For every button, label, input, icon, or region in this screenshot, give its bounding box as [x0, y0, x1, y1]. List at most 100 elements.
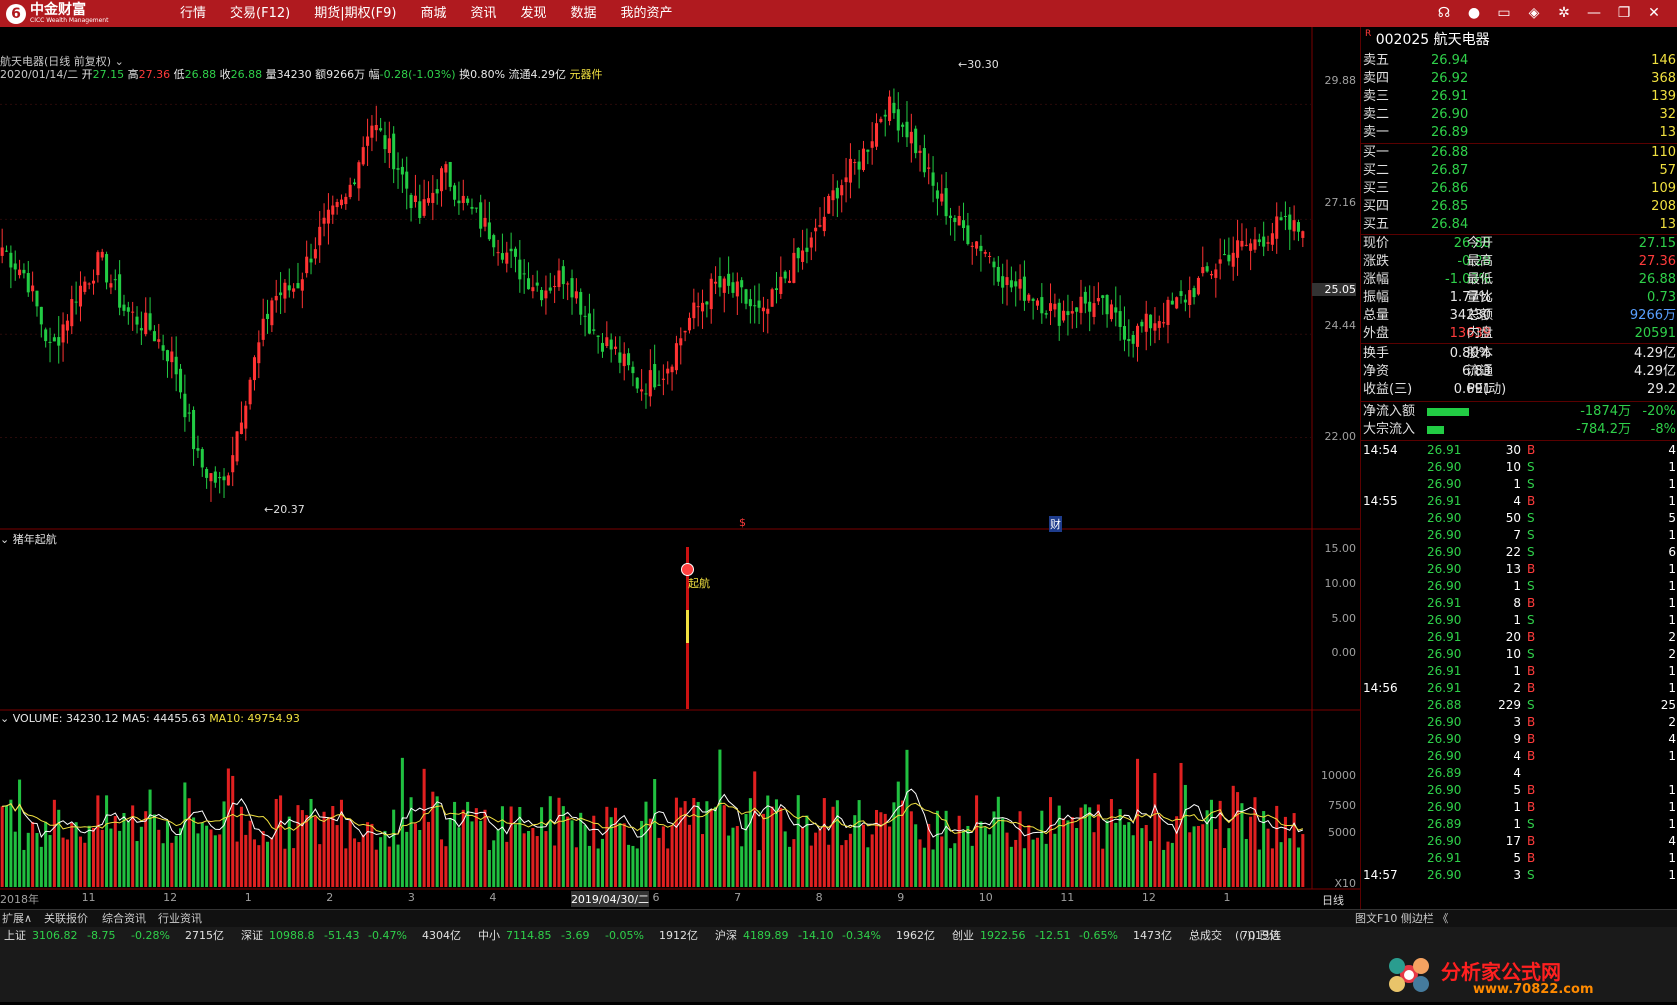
- signal-icon: [681, 563, 694, 576]
- chart-area[interactable]: 航天电器(日线 前复权) ⌄ 2020/01/14/二 开27.15 高27.3…: [0, 27, 1360, 909]
- stat-row[interactable]: 振幅 1.77% 量比 0.73: [1361, 289, 1677, 307]
- indicator-label: ⌄ 猪年起航: [0, 533, 57, 546]
- stock-title[interactable]: 航天电器(日线 前复权): [0, 55, 112, 68]
- tick-row[interactable]: 26.88 229 S 25: [1361, 697, 1677, 714]
- menu-assets[interactable]: 我的资产: [620, 6, 673, 21]
- order-row-buy[interactable]: 买二 26.87 57: [1361, 162, 1677, 180]
- gear-icon[interactable]: ✲: [1558, 5, 1570, 21]
- tab-related-quotes[interactable]: 关联报价: [44, 912, 88, 925]
- order-row-sell[interactable]: 卖二 26.90 32: [1361, 106, 1677, 124]
- chevron-down-icon[interactable]: ⌄: [0, 533, 13, 546]
- order-row-sell[interactable]: 卖三 26.91 139: [1361, 88, 1677, 106]
- menu-trade[interactable]: 交易(F12): [230, 6, 291, 21]
- candle-body: [353, 182, 357, 185]
- tick-row[interactable]: 26.90 1 S 1: [1361, 612, 1677, 629]
- tick-row[interactable]: 26.90 1 B 1: [1361, 799, 1677, 816]
- stat-row[interactable]: 总量 34230 总额 9266万: [1361, 307, 1677, 325]
- tick-row[interactable]: 26.90 4 B 1: [1361, 748, 1677, 765]
- tick-row[interactable]: 26.90 50 S 5: [1361, 510, 1677, 527]
- volume-bar: [566, 816, 570, 887]
- kline-chart[interactable]: [0, 27, 1360, 909]
- headset-icon[interactable]: ☊: [1437, 5, 1451, 21]
- volume-bar: [470, 821, 474, 887]
- candle-body: [870, 141, 874, 148]
- candle-body: [948, 215, 952, 218]
- tick-row[interactable]: 26.90 9 B 4: [1361, 731, 1677, 748]
- user-icon[interactable]: ●: [1467, 5, 1481, 21]
- volume-bar: [200, 822, 204, 887]
- cell: 4: [1668, 443, 1676, 457]
- tick-row[interactable]: 26.90 22 S 6: [1361, 544, 1677, 561]
- volume-bar: [1170, 842, 1174, 887]
- tick-row[interactable]: 14:56 26.91 2 B 1: [1361, 680, 1677, 697]
- menu-mall[interactable]: 商城: [420, 6, 447, 21]
- tick-row[interactable]: 26.89 4: [1361, 765, 1677, 782]
- restore-icon[interactable]: ❐: [1617, 5, 1631, 21]
- tick-row[interactable]: 26.90 13 B 1: [1361, 561, 1677, 578]
- stat-row[interactable]: 现价 26.88 今开 27.15: [1361, 235, 1677, 253]
- x-axis-label: 12: [163, 891, 178, 904]
- order-row-sell[interactable]: 卖五 26.94 146: [1361, 52, 1677, 70]
- tick-row[interactable]: 14:54 26.91 30 B 4: [1361, 442, 1677, 459]
- candle-body: [1144, 313, 1148, 332]
- box-icon[interactable]: ◈: [1528, 5, 1540, 21]
- tick-row[interactable]: 26.90 5 B 1: [1361, 782, 1677, 799]
- order-row-sell[interactable]: 卖一 26.89 13: [1361, 124, 1677, 142]
- volume-bar: [179, 828, 183, 887]
- message-icon[interactable]: ▭: [1497, 5, 1511, 21]
- tick-row[interactable]: 26.90 3 B 2: [1361, 714, 1677, 731]
- cell: 9: [1513, 732, 1521, 746]
- menu-data[interactable]: 数据: [570, 6, 597, 21]
- menu-futures[interactable]: 期货|期权(F9): [314, 6, 397, 21]
- stat-row[interactable]: 净资 6.83 流通 4.29亿: [1361, 363, 1677, 381]
- tick-row[interactable]: 26.90 1 S 1: [1361, 578, 1677, 595]
- menu-discover[interactable]: 发现: [520, 6, 547, 21]
- tab-general-news[interactable]: 综合资讯: [102, 912, 146, 925]
- chevron-down-icon[interactable]: ⌄: [0, 712, 13, 725]
- flow-row[interactable]: 净流入额 -1874万 -20%: [1361, 403, 1677, 421]
- tick-row[interactable]: 26.90 7 S 1: [1361, 527, 1677, 544]
- menu-news[interactable]: 资讯: [470, 6, 497, 21]
- finance-event-marker[interactable]: 财: [1049, 516, 1062, 532]
- stat-row[interactable]: 涨幅 -1.03% 最低 26.88: [1361, 271, 1677, 289]
- flow-row[interactable]: 大宗流入 -784.2万 -8%: [1361, 421, 1677, 439]
- stat-row[interactable]: 外盘 13639 内盘 20591: [1361, 325, 1677, 343]
- dropdown-icon[interactable]: ⌄: [114, 55, 124, 68]
- stat-row[interactable]: 涨跌 -0.28 最高 27.36: [1361, 253, 1677, 271]
- tick-row[interactable]: 26.90 1 S 1: [1361, 476, 1677, 493]
- order-row-buy[interactable]: 买一 26.88 110: [1361, 144, 1677, 162]
- tick-row[interactable]: 26.91 8 B 1: [1361, 595, 1677, 612]
- tick-row[interactable]: 26.91 5 B 1: [1361, 850, 1677, 867]
- tick-row[interactable]: 26.89 1 S 1: [1361, 816, 1677, 833]
- x-axis: 2018年 11 12 1 2 3 4 2019/04/30/二 6 7 8 9 10 11 12 1: [0, 891, 1360, 907]
- tab-industry-news[interactable]: 行业资讯: [158, 912, 202, 925]
- candle-body: [1096, 298, 1100, 302]
- sector-label[interactable]: 元器件: [569, 68, 603, 81]
- tab-f10[interactable]: 图文F10 侧边栏 《: [1355, 912, 1449, 925]
- order-row-buy[interactable]: 买五 26.84 13: [1361, 216, 1677, 234]
- tick-row[interactable]: 26.90 17 B 4: [1361, 833, 1677, 850]
- tick-row[interactable]: 26.90 10 S 1: [1361, 459, 1677, 476]
- candle-body: [953, 217, 957, 223]
- menu-market[interactable]: 行情: [180, 6, 207, 21]
- order-row-buy[interactable]: 买三 26.86 109: [1361, 180, 1677, 198]
- tick-row[interactable]: 14:55 26.91 4 B 1: [1361, 493, 1677, 510]
- order-row-sell[interactable]: 卖四 26.92 368: [1361, 70, 1677, 88]
- dollar-event-marker[interactable]: $: [739, 516, 746, 529]
- close-icon[interactable]: ✕: [1648, 5, 1660, 21]
- period-label[interactable]: 日线: [1322, 894, 1344, 907]
- tick-row[interactable]: 26.91 1 B 1: [1361, 663, 1677, 680]
- stat-row[interactable]: 收益(三) 0.691 PE(动) 29.2: [1361, 381, 1677, 399]
- stock-name: 航天电器: [1433, 32, 1490, 48]
- minimize-icon[interactable]: —: [1587, 5, 1601, 21]
- volume-bar: [731, 827, 735, 887]
- app-logo[interactable]: 6 中金财富 CICC Wealth Management: [6, 2, 108, 25]
- order-row-buy[interactable]: 买四 26.85 208: [1361, 198, 1677, 216]
- tick-row[interactable]: 26.91 20 B 2: [1361, 629, 1677, 646]
- candle-body: [553, 286, 557, 288]
- candle-body: [1218, 259, 1222, 264]
- tick-row[interactable]: 14:57 26.90 3 S 1: [1361, 867, 1677, 884]
- tick-row[interactable]: 26.90 10 S 2: [1361, 646, 1677, 663]
- stat-row[interactable]: 换手 0.80% 股本 4.29亿: [1361, 345, 1677, 363]
- tab-expand[interactable]: 扩展∧: [2, 912, 33, 925]
